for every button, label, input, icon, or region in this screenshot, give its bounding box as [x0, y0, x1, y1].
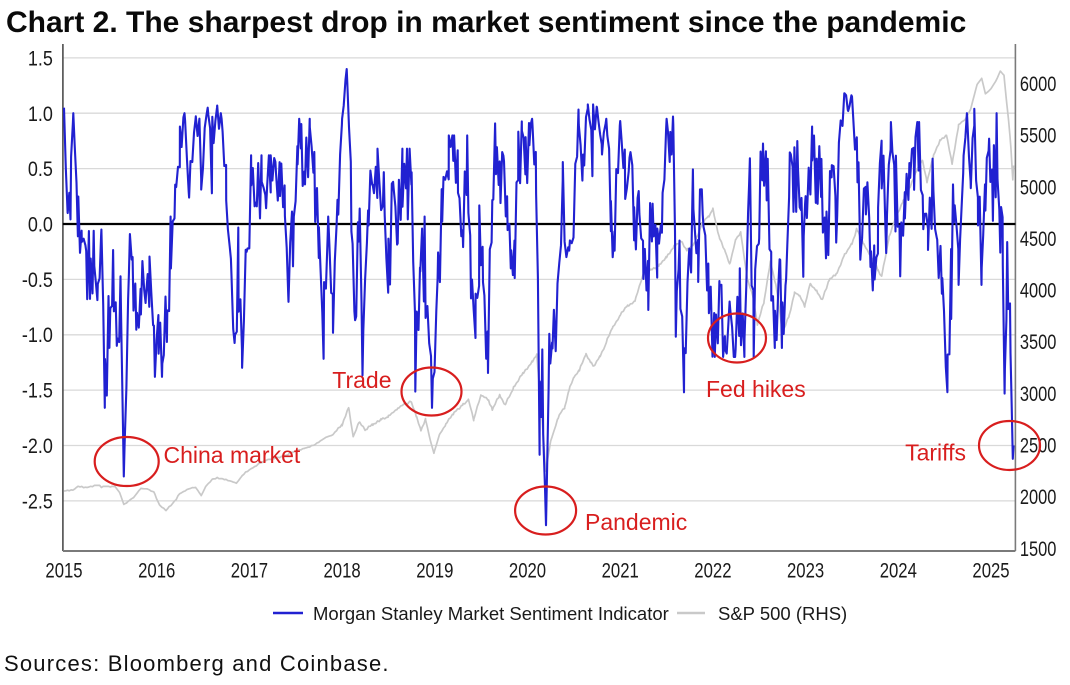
- svg-text:-1.0: -1.0: [22, 323, 53, 347]
- svg-text:Tariffs: Tariffs: [905, 440, 966, 466]
- svg-text:6000: 6000: [1020, 72, 1057, 96]
- svg-text:3500: 3500: [1020, 330, 1057, 354]
- svg-text:3000: 3000: [1020, 382, 1057, 406]
- svg-text:1.0: 1.0: [28, 102, 53, 126]
- svg-text:2023: 2023: [787, 559, 824, 583]
- svg-text:Sources: Bloomberg and Coinbas: Sources: Bloomberg and Coinbase.: [4, 651, 390, 676]
- svg-text:Chart 2. The sharpest drop in: Chart 2. The sharpest drop in market sen…: [6, 6, 966, 39]
- svg-text:2016: 2016: [138, 559, 175, 583]
- svg-text:2019: 2019: [416, 559, 453, 583]
- svg-text:-2.5: -2.5: [22, 489, 53, 513]
- svg-text:2021: 2021: [602, 559, 639, 583]
- svg-text:2018: 2018: [324, 559, 361, 583]
- svg-text:2024: 2024: [880, 559, 917, 583]
- svg-text:Morgan Stanley Market Sentimen: Morgan Stanley Market Sentiment Indicato…: [313, 603, 669, 624]
- svg-text:2025: 2025: [972, 559, 1009, 583]
- svg-text:2017: 2017: [231, 559, 268, 583]
- svg-text:0.5: 0.5: [28, 157, 53, 181]
- svg-text:-2.0: -2.0: [22, 434, 53, 458]
- svg-text:2015: 2015: [45, 559, 82, 583]
- svg-text:1500: 1500: [1020, 537, 1057, 561]
- svg-text:Fed hikes: Fed hikes: [706, 376, 806, 402]
- svg-text:2022: 2022: [694, 559, 731, 583]
- svg-text:-0.5: -0.5: [22, 268, 53, 292]
- svg-text:Pandemic: Pandemic: [585, 509, 687, 535]
- svg-text:Trade: Trade: [332, 367, 391, 393]
- svg-text:5000: 5000: [1020, 175, 1057, 199]
- svg-text:China market: China market: [164, 442, 301, 468]
- svg-text:4500: 4500: [1020, 227, 1057, 251]
- svg-text:1.5: 1.5: [28, 46, 53, 70]
- svg-text:-1.5: -1.5: [22, 379, 53, 403]
- svg-text:2000: 2000: [1020, 485, 1057, 509]
- svg-text:S&P 500 (RHS): S&P 500 (RHS): [718, 603, 847, 624]
- svg-text:2020: 2020: [509, 559, 546, 583]
- svg-text:4000: 4000: [1020, 279, 1057, 303]
- svg-text:5500: 5500: [1020, 124, 1057, 148]
- svg-text:0.0: 0.0: [28, 213, 53, 237]
